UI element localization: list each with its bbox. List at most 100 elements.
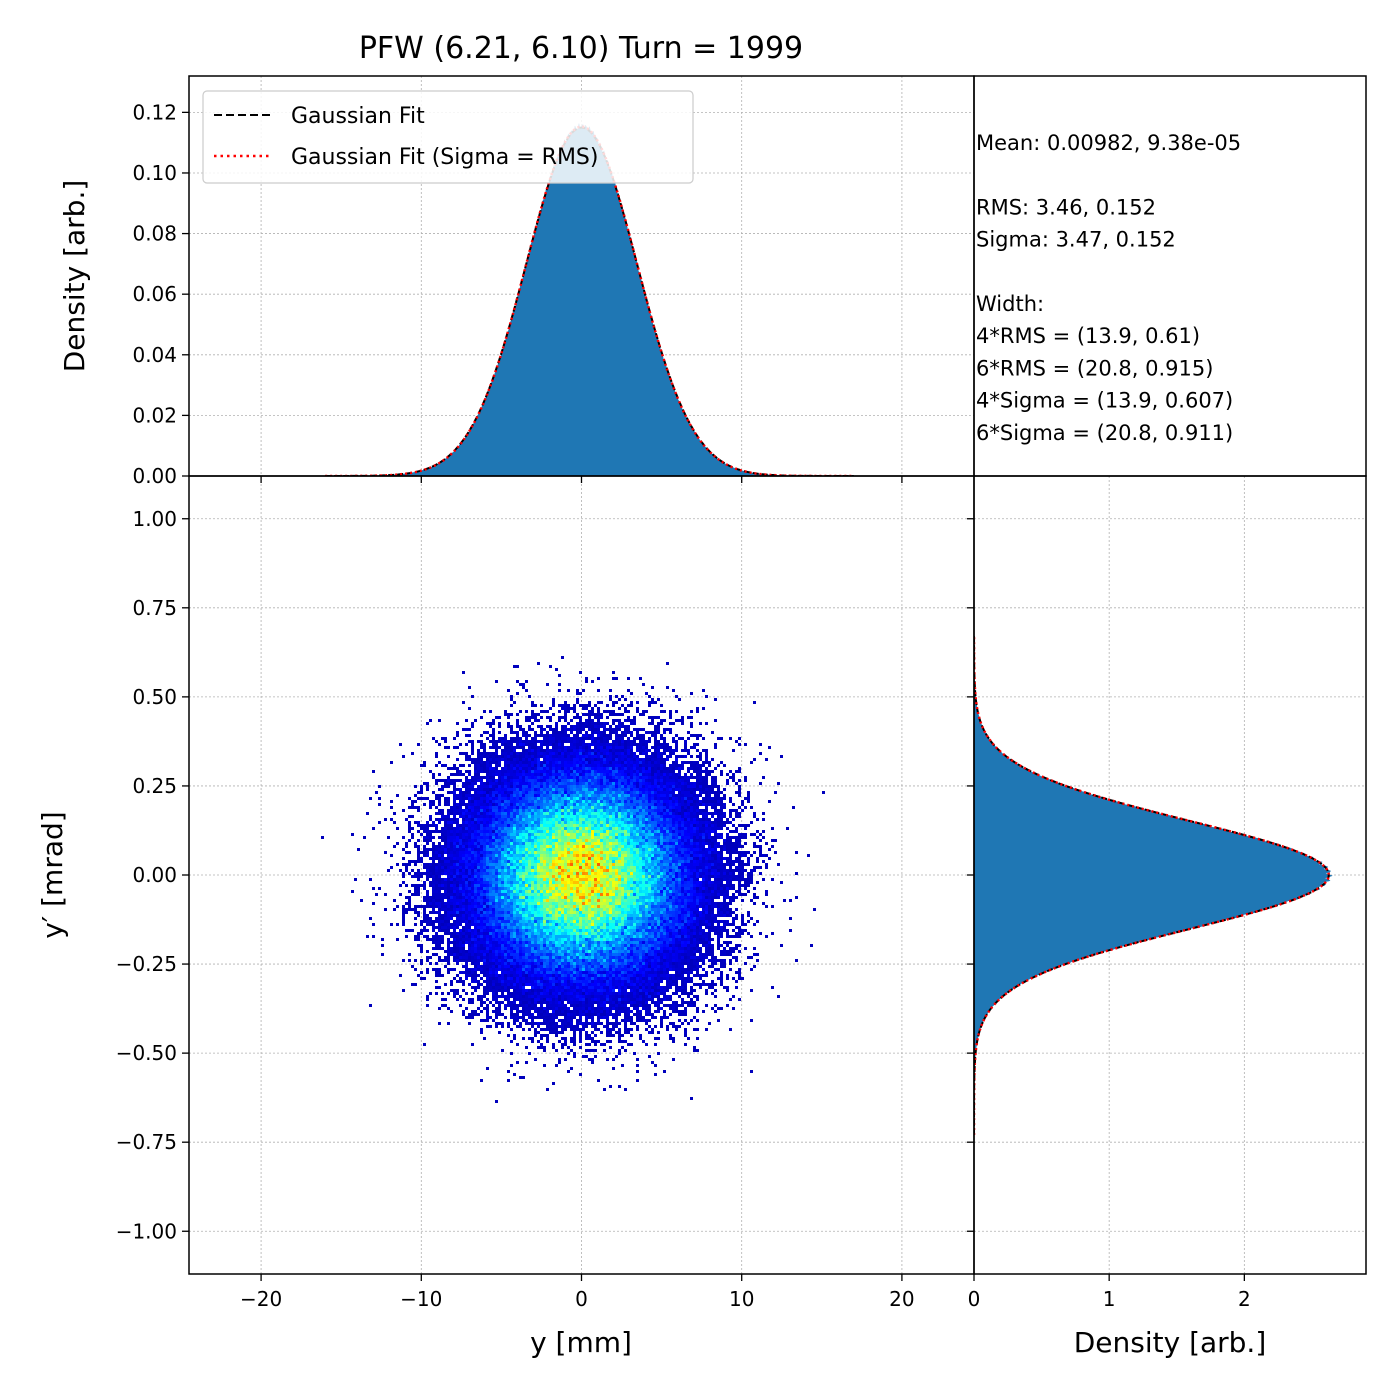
density-cell xyxy=(555,845,558,848)
density-cell xyxy=(621,734,624,737)
density-cell xyxy=(576,740,579,743)
density-cell xyxy=(534,734,537,737)
density-cell xyxy=(459,815,462,818)
density-cell xyxy=(702,809,705,812)
density-cell xyxy=(522,779,525,782)
density-cell xyxy=(636,836,639,839)
density-cell xyxy=(459,860,462,863)
density-cell xyxy=(708,764,711,767)
density-cell xyxy=(519,743,522,746)
density-cell xyxy=(525,737,528,740)
density-cell xyxy=(639,785,642,788)
density-cell xyxy=(528,866,531,869)
density-cell xyxy=(621,833,624,836)
density-cell xyxy=(657,779,660,782)
density-cell xyxy=(501,815,504,818)
density-cell xyxy=(681,761,684,764)
density-cell xyxy=(660,737,663,740)
density-cell xyxy=(495,788,498,791)
density-cell xyxy=(696,824,699,827)
density-cell xyxy=(453,848,456,851)
density-cell xyxy=(564,830,567,833)
density-cell xyxy=(543,728,546,731)
density-cell xyxy=(603,824,606,827)
density-cell xyxy=(546,779,549,782)
density-cell xyxy=(738,875,741,878)
density-cell xyxy=(573,734,576,737)
density-cell xyxy=(546,755,549,758)
density-cell xyxy=(696,872,699,875)
density-cell xyxy=(663,749,666,752)
density-cell xyxy=(555,842,558,845)
density-cell xyxy=(639,746,642,749)
density-cell xyxy=(672,800,675,803)
density-cell xyxy=(522,833,525,836)
density-cell xyxy=(531,704,534,707)
density-cell xyxy=(660,704,663,707)
density-cell xyxy=(531,854,534,857)
density-cell xyxy=(555,776,558,779)
density-cell xyxy=(591,803,594,806)
density-cell xyxy=(486,872,489,875)
density-cell xyxy=(627,848,630,851)
density-cell xyxy=(663,848,666,851)
density-cell xyxy=(543,797,546,800)
density-cell xyxy=(645,836,648,839)
density-cell xyxy=(738,851,741,854)
density-cell xyxy=(678,806,681,809)
density-cell xyxy=(534,788,537,791)
density-cell xyxy=(519,767,522,770)
density-cell xyxy=(666,746,669,749)
density-cell xyxy=(579,767,582,770)
density-cell xyxy=(630,770,633,773)
density-cell xyxy=(489,767,492,770)
density-cell xyxy=(423,827,426,830)
density-cell xyxy=(699,776,702,779)
density-cell xyxy=(711,758,714,761)
density-cell xyxy=(669,833,672,836)
density-cell xyxy=(528,782,531,785)
density-cell xyxy=(585,734,588,737)
density-cell xyxy=(471,779,474,782)
density-cell xyxy=(507,689,510,692)
density-cell xyxy=(579,671,582,674)
density-cell xyxy=(447,878,450,881)
density-cell xyxy=(711,863,714,866)
density-cell xyxy=(525,812,528,815)
density-cell xyxy=(564,737,567,740)
density-cell xyxy=(648,860,651,863)
density-cell xyxy=(549,812,552,815)
density-cell xyxy=(603,767,606,770)
density-cell xyxy=(660,845,663,848)
density-cell xyxy=(489,812,492,815)
density-cell xyxy=(633,797,636,800)
density-cell xyxy=(672,797,675,800)
density-cell xyxy=(492,755,495,758)
density-cell xyxy=(687,833,690,836)
density-cell xyxy=(474,869,477,872)
density-cell xyxy=(684,863,687,866)
density-cell xyxy=(639,803,642,806)
density-cell xyxy=(570,788,573,791)
density-cell xyxy=(480,866,483,869)
density-cell xyxy=(576,761,579,764)
density-cell xyxy=(504,806,507,809)
density-cell xyxy=(558,827,561,830)
density-cell xyxy=(567,689,570,692)
density-cell xyxy=(600,740,603,743)
density-cell xyxy=(507,749,510,752)
density-cell xyxy=(660,734,663,737)
density-cell xyxy=(570,773,573,776)
density-cell xyxy=(687,737,690,740)
density-cell xyxy=(513,800,516,803)
density-cell xyxy=(588,866,591,869)
density-cell xyxy=(447,863,450,866)
density-cell xyxy=(684,815,687,818)
density-cell xyxy=(576,845,579,848)
density-cell xyxy=(648,695,651,698)
density-cell xyxy=(585,776,588,779)
density-cell xyxy=(669,785,672,788)
density-cell xyxy=(759,845,762,848)
density-cell xyxy=(561,731,564,734)
density-cell xyxy=(594,713,597,716)
